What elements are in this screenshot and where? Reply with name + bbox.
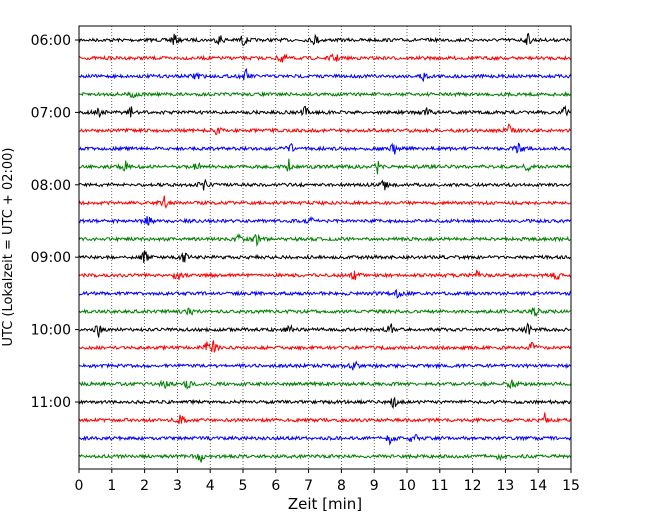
- x-tick-label: 0: [75, 478, 84, 494]
- trace-0715: [78, 123, 572, 136]
- x-tick-label: 12: [464, 478, 482, 494]
- trace-0845: [78, 233, 571, 248]
- grid-lines: [111, 26, 539, 469]
- trace-0915: [78, 269, 572, 281]
- x-tick-label: 7: [304, 478, 313, 494]
- trace-0600: [78, 32, 572, 46]
- trace-1045: [78, 379, 572, 390]
- x-tick-label: 4: [206, 478, 215, 494]
- trace-0900: [78, 250, 572, 264]
- x-tick-label: 9: [370, 478, 379, 494]
- y-tick-label: 09:00: [31, 250, 71, 266]
- trace-0630: [79, 67, 572, 83]
- trace-0815: [78, 195, 572, 209]
- trace-0830: [78, 215, 572, 226]
- trace-1030: [78, 360, 572, 371]
- x-tick-label: 10: [398, 478, 416, 494]
- trace-0945: [78, 306, 572, 317]
- trace-0700: [78, 104, 572, 118]
- x-tick-label: 6: [271, 478, 280, 494]
- x-tick-label: 5: [239, 478, 248, 494]
- x-tick-label: 8: [337, 478, 346, 494]
- y-tick-label: 11:00: [31, 395, 71, 411]
- trace-0930: [78, 289, 572, 299]
- trace-0645: [78, 90, 572, 99]
- trace-1130: [78, 433, 572, 446]
- x-tick-label: 13: [496, 478, 514, 494]
- y-tick-label: 06:00: [31, 33, 71, 49]
- x-tick-label: 3: [173, 478, 182, 494]
- x-tick-label: 15: [562, 478, 580, 494]
- traces: [78, 32, 572, 463]
- x-tick-label: 2: [140, 478, 149, 494]
- trace-0730: [78, 142, 572, 155]
- y-tick-label: 08:00: [31, 178, 71, 194]
- x-axis: 0 1 2 3 4 5 6 7 8 9 10 11 12 13 14 15: [75, 469, 580, 494]
- y-axis: 06:00 07:00 08:00 09:00 10:00 11:00: [31, 33, 79, 411]
- x-tick-label: 1: [107, 478, 116, 494]
- trace-1115: [78, 412, 572, 425]
- x-axis-label: Zeit [min]: [288, 495, 362, 513]
- x-tick-label: 11: [431, 478, 449, 494]
- y-axis-label: UTC (Lokalzeit = UTC + 02:00): [1, 148, 16, 347]
- trace-0615: [78, 52, 572, 63]
- trace-0800: [78, 178, 572, 191]
- trace-0745: [78, 158, 572, 175]
- y-tick-label: 07:00: [31, 105, 71, 121]
- x-tick-label: 14: [529, 478, 547, 494]
- y-tick-label: 10:00: [31, 323, 71, 339]
- trace-1015: [78, 340, 572, 354]
- trace-1000: [78, 322, 572, 338]
- trace-1100: [78, 396, 572, 410]
- plot-frame: [78, 25, 572, 470]
- trace-1145: [78, 453, 572, 463]
